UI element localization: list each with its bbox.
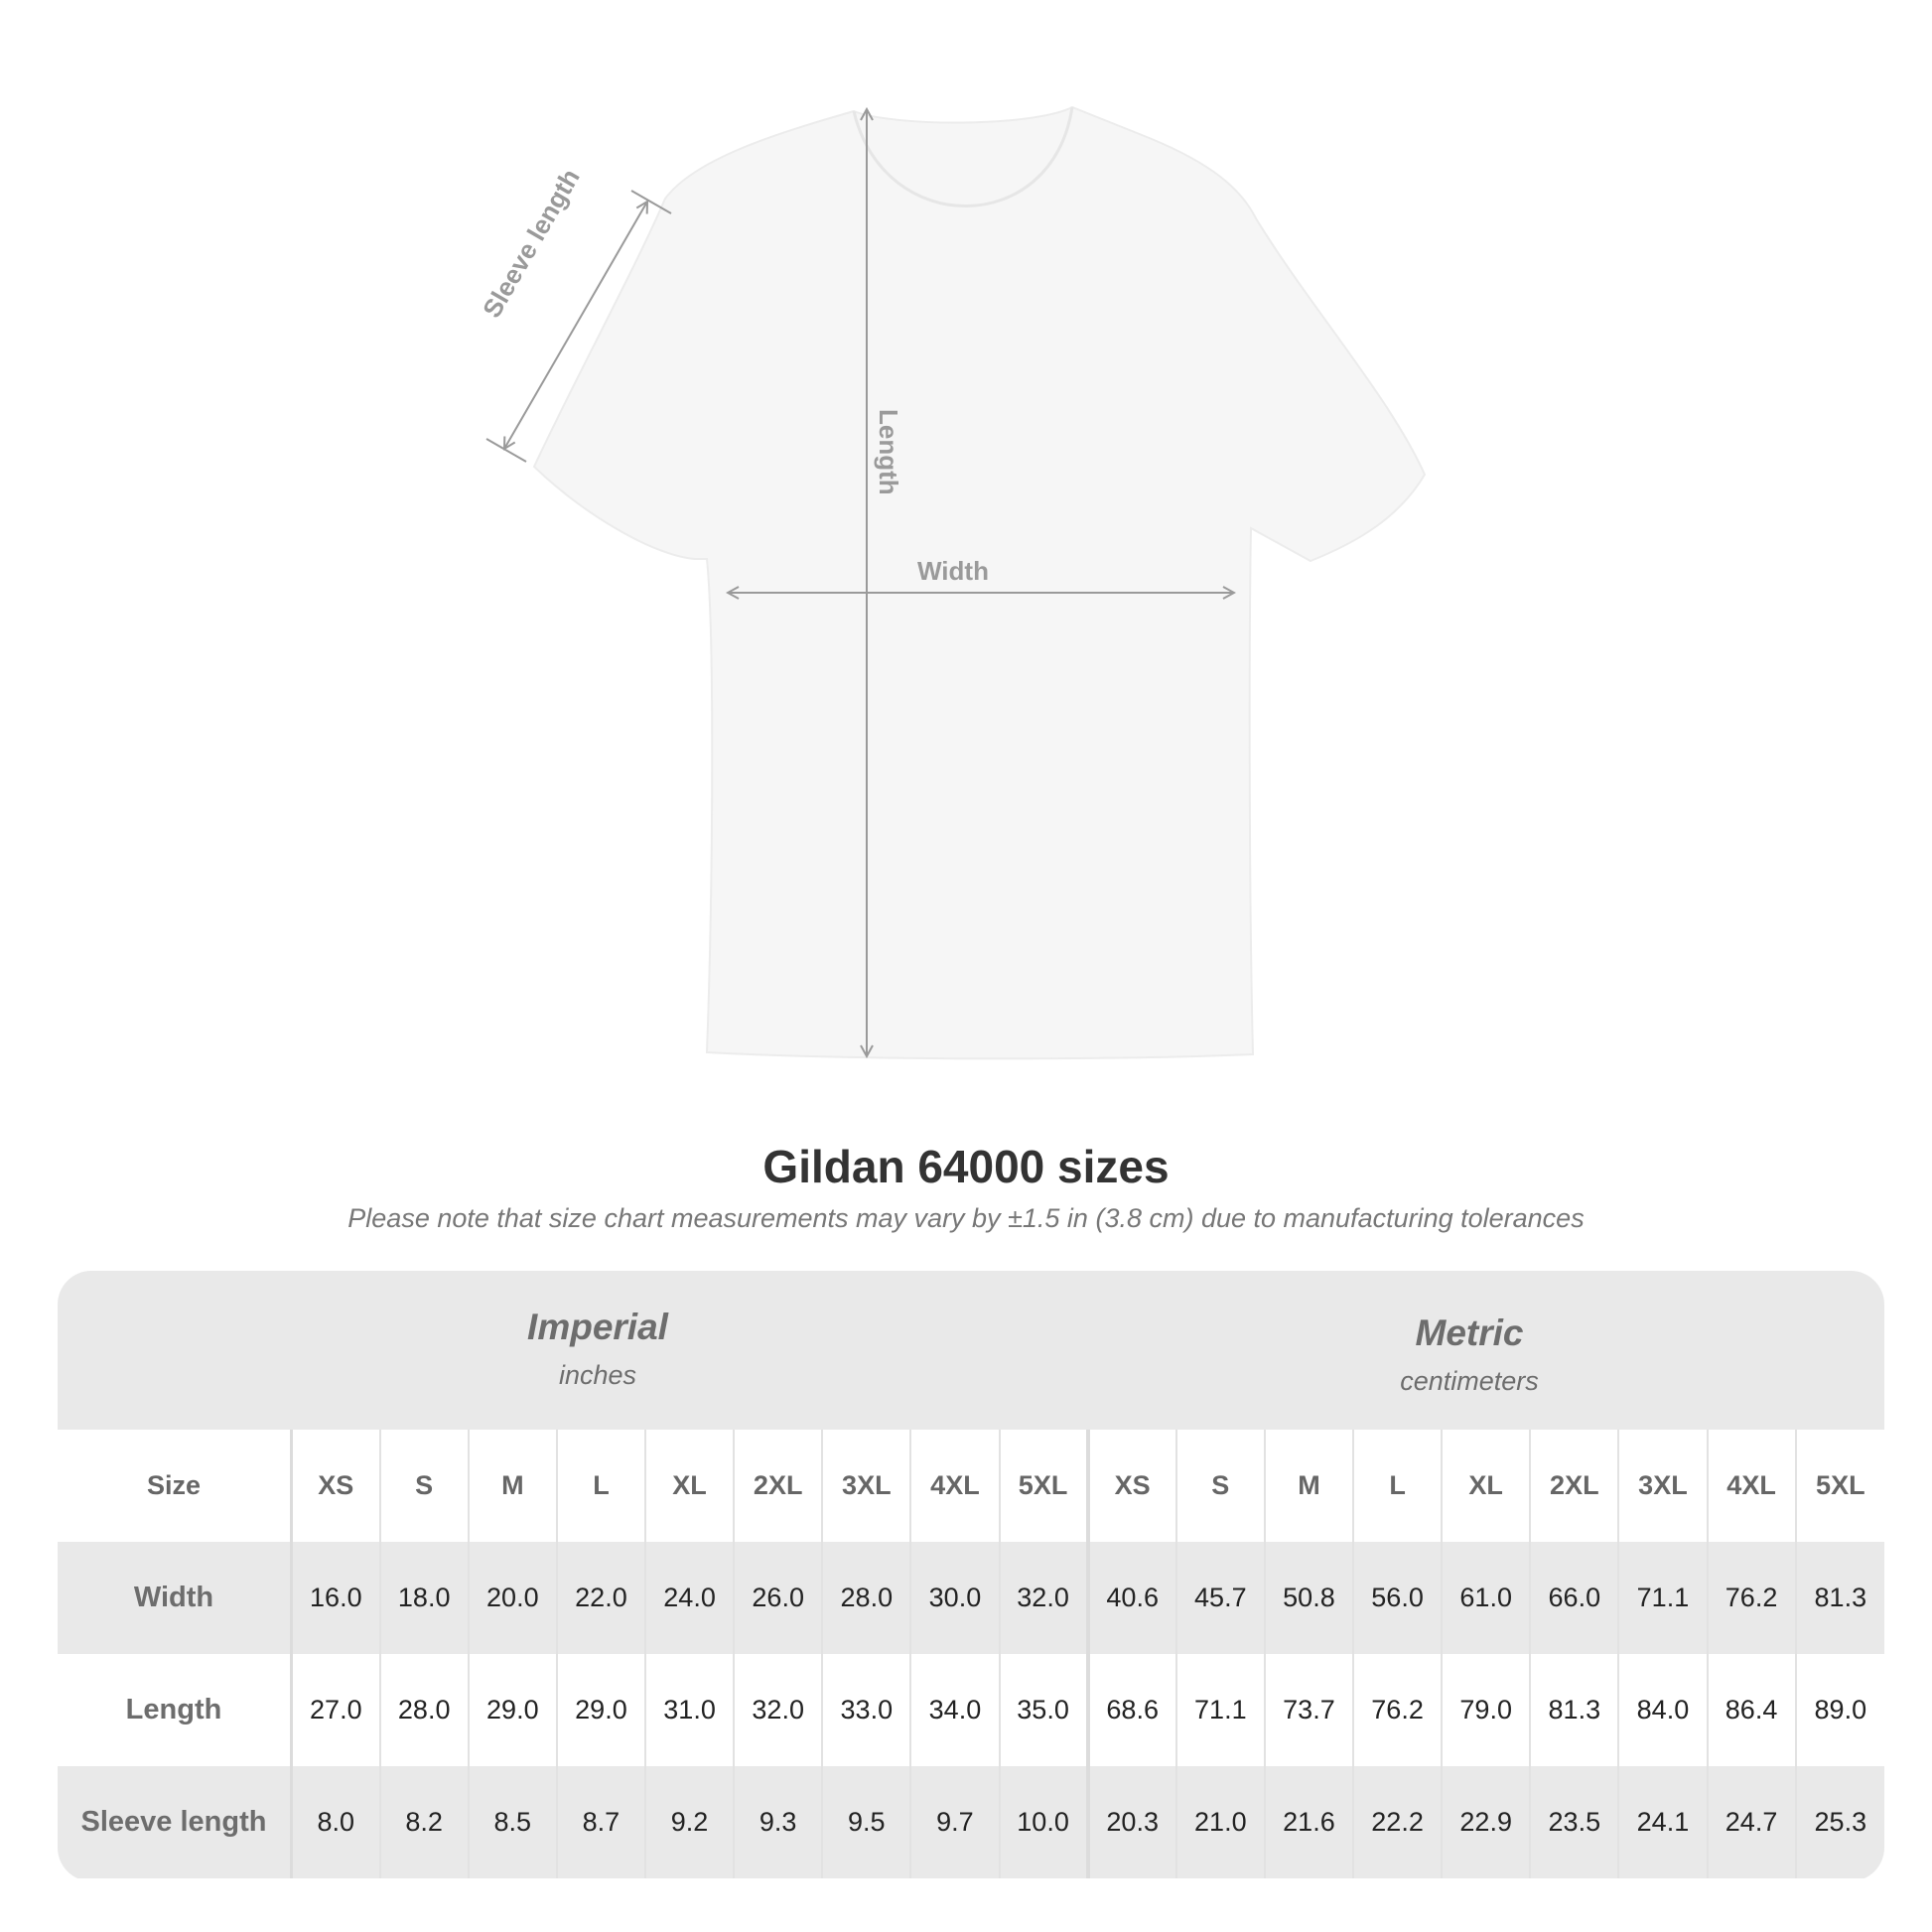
imperial-value-cell: 26.0 xyxy=(733,1542,823,1654)
imperial-value-cell: 9.5 xyxy=(821,1766,911,1878)
metric-value-cell: 40.6 xyxy=(1085,1542,1176,1654)
imperial-value-cell: 10.0 xyxy=(998,1766,1088,1878)
imperial-size-header: 3XL xyxy=(821,1430,911,1542)
imperial-value-cell: 9.2 xyxy=(643,1766,735,1878)
metric-value-cell: 81.3 xyxy=(1794,1542,1884,1654)
table-row: Sleeve length 8.0 8.2 8.5 8.7 9.2 9.3 9.5 9.7 10.… xyxy=(58,1766,1884,1878)
metric-value-cell: 21.6 xyxy=(1263,1766,1353,1878)
metric-value-cell: 66.0 xyxy=(1529,1542,1619,1654)
metric-title: Metric xyxy=(1415,1312,1524,1353)
metric-value-cell: 76.2 xyxy=(1706,1542,1796,1654)
metric-size-header: 5XL xyxy=(1794,1430,1884,1542)
metric-unit: centimeters xyxy=(1400,1366,1539,1396)
imperial-value-cell: 28.0 xyxy=(821,1542,911,1654)
imperial-value-cell: 18.0 xyxy=(378,1542,469,1654)
imperial-header: Imperial inches xyxy=(300,1307,896,1391)
metric-value-cell: 71.1 xyxy=(1617,1542,1708,1654)
metric-size-header: 4XL xyxy=(1706,1430,1796,1542)
imperial-value-cell: 33.0 xyxy=(821,1654,911,1766)
metric-value-cell: 71.1 xyxy=(1174,1654,1265,1766)
metric-value-cell: 21.0 xyxy=(1174,1766,1265,1878)
metric-value-cell: 86.4 xyxy=(1706,1654,1796,1766)
metric-value-cell: 56.0 xyxy=(1351,1542,1443,1654)
row-label: Width xyxy=(58,1542,293,1654)
row-label: Size xyxy=(58,1430,293,1542)
metric-value-cell: 81.3 xyxy=(1529,1654,1619,1766)
imperial-value-cell: 27.0 xyxy=(290,1654,380,1766)
imperial-value-cell: 8.5 xyxy=(467,1766,557,1878)
imperial-size-header: 4XL xyxy=(909,1430,1000,1542)
metric-value-cell: 24.1 xyxy=(1617,1766,1708,1878)
imperial-value-cell: 8.0 xyxy=(290,1766,380,1878)
tshirt-diagram xyxy=(485,105,1427,1060)
imperial-value-cell: 29.0 xyxy=(467,1654,557,1766)
metric-size-header: S xyxy=(1174,1430,1265,1542)
metric-size-header: 2XL xyxy=(1529,1430,1619,1542)
metric-value-cell: 24.7 xyxy=(1706,1766,1796,1878)
imperial-value-cell: 34.0 xyxy=(909,1654,1000,1766)
imperial-value-cell: 32.0 xyxy=(733,1654,823,1766)
metric-value-cell: 79.0 xyxy=(1441,1654,1531,1766)
imperial-value-cell: 22.0 xyxy=(555,1542,645,1654)
metric-value-cell: 76.2 xyxy=(1351,1654,1443,1766)
imperial-value-cell: 31.0 xyxy=(643,1654,735,1766)
imperial-size-header: M xyxy=(467,1430,557,1542)
size-grid: Size XS S M L XL 2XL 3XL 4XL 5XL XS S M L XL 2XL 3XL 4XL 5… xyxy=(58,1430,1884,1878)
metric-value-cell: 84.0 xyxy=(1617,1654,1708,1766)
imperial-value-cell: 20.0 xyxy=(467,1542,557,1654)
imperial-size-header: XS xyxy=(290,1430,380,1542)
table-row: Width 16.0 18.0 20.0 22.0 24.0 26.0 28.0 30.0 32.… xyxy=(58,1542,1884,1654)
imperial-value-cell: 16.0 xyxy=(290,1542,380,1654)
imperial-value-cell: 24.0 xyxy=(643,1542,735,1654)
size-table: Imperial inches Metric centimeters Size X… xyxy=(58,1271,1884,1881)
metric-value-cell: 73.7 xyxy=(1263,1654,1353,1766)
width-label: Width xyxy=(917,556,989,586)
metric-value-cell: 45.7 xyxy=(1174,1542,1265,1654)
imperial-title: Imperial xyxy=(527,1307,668,1347)
metric-header: Metric centimeters xyxy=(1172,1312,1767,1397)
row-label: Sleeve length xyxy=(58,1766,293,1878)
table-row: Length 27.0 28.0 29.0 29.0 31.0 32.0 33.0 34.0 35… xyxy=(58,1654,1884,1766)
metric-value-cell: 50.8 xyxy=(1263,1542,1353,1654)
imperial-value-cell: 8.2 xyxy=(378,1766,469,1878)
metric-value-cell: 25.3 xyxy=(1794,1766,1884,1878)
imperial-value-cell: 9.7 xyxy=(909,1766,1000,1878)
imperial-size-header: XL xyxy=(643,1430,735,1542)
metric-value-cell: 20.3 xyxy=(1085,1766,1176,1878)
metric-value-cell: 22.9 xyxy=(1441,1766,1531,1878)
length-label: Length xyxy=(874,409,903,495)
imperial-value-cell: 28.0 xyxy=(378,1654,469,1766)
metric-value-cell: 89.0 xyxy=(1794,1654,1884,1766)
metric-value-cell: 22.2 xyxy=(1351,1766,1443,1878)
metric-value-cell: 68.6 xyxy=(1085,1654,1176,1766)
metric-size-header: 3XL xyxy=(1617,1430,1708,1542)
metric-value-cell: 61.0 xyxy=(1441,1542,1531,1654)
imperial-size-header: L xyxy=(555,1430,645,1542)
size-header-row: Size XS S M L XL 2XL 3XL 4XL 5XL XS S M L XL 2XL 3XL 4XL 5… xyxy=(58,1430,1884,1542)
unit-header: Imperial inches Metric centimeters xyxy=(58,1271,1884,1430)
metric-size-header: L xyxy=(1351,1430,1443,1542)
metric-value-cell: 23.5 xyxy=(1529,1766,1619,1878)
imperial-size-header: S xyxy=(378,1430,469,1542)
metric-size-header: XL xyxy=(1441,1430,1531,1542)
imperial-value-cell: 30.0 xyxy=(909,1542,1000,1654)
sleeve-arrow xyxy=(504,202,647,449)
metric-size-header: XS xyxy=(1085,1430,1176,1542)
imperial-value-cell: 8.7 xyxy=(555,1766,645,1878)
page-title: Gildan 64000 sizes xyxy=(762,1141,1170,1192)
imperial-value-cell: 32.0 xyxy=(998,1542,1088,1654)
imperial-size-header: 2XL xyxy=(733,1430,823,1542)
imperial-size-header: 5XL xyxy=(998,1430,1088,1542)
metric-size-header: M xyxy=(1263,1430,1353,1542)
row-label: Length xyxy=(58,1654,293,1766)
imperial-value-cell: 35.0 xyxy=(998,1654,1088,1766)
imperial-value-cell: 9.3 xyxy=(733,1766,823,1878)
imperial-value-cell: 29.0 xyxy=(555,1654,645,1766)
tolerance-note: Please note that size chart measurements… xyxy=(347,1203,1585,1233)
imperial-unit: inches xyxy=(558,1360,637,1390)
